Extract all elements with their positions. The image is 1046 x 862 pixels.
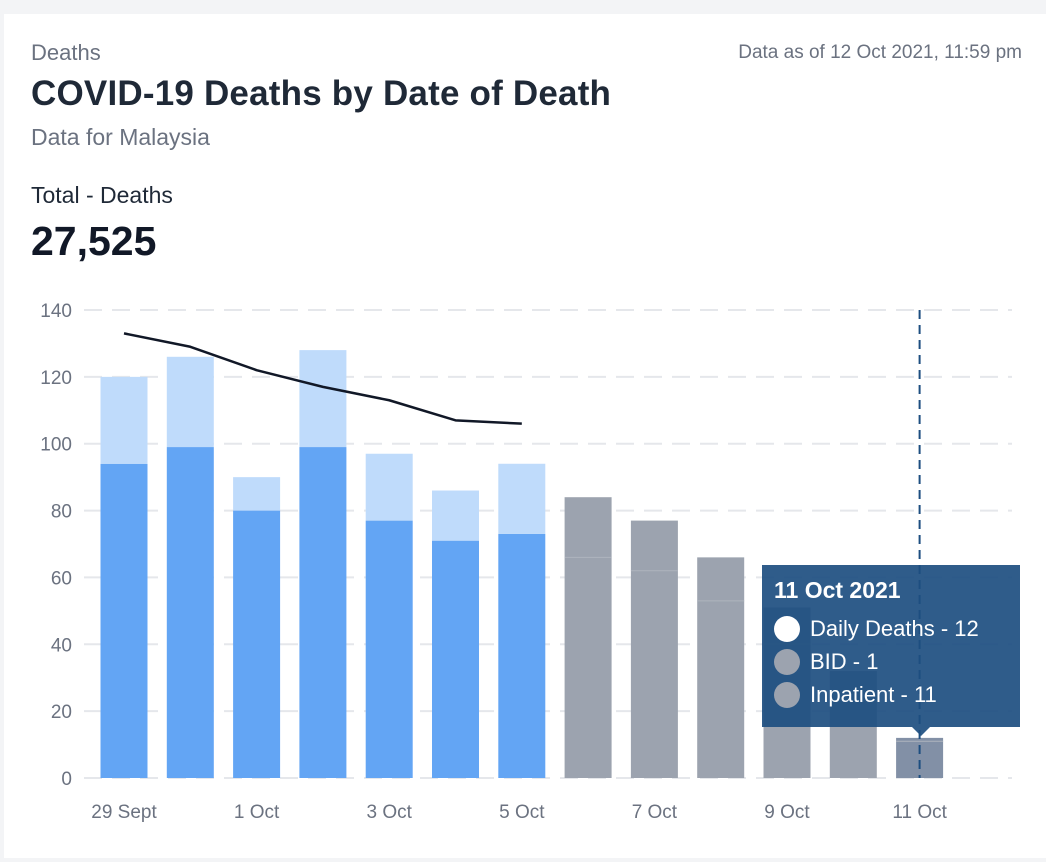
bar-inpatient [697, 600, 745, 778]
tooltip-bid: BID - 1 [810, 648, 879, 674]
tooltip-inpatient: Inpatient - 11 [810, 681, 937, 707]
bar-bid [100, 376, 148, 464]
bar-inpatient [100, 463, 148, 778]
card-category: Deaths [31, 40, 101, 65]
bar-bid [233, 477, 281, 511]
bar-inpatient [564, 557, 612, 778]
y-axis-ticks: 0 20 40 60 80 100 120 140 [40, 301, 72, 790]
y-tick-label: 40 [51, 635, 72, 656]
bar-bid [498, 463, 546, 534]
tooltip-title: 11 Oct 2021 [774, 577, 901, 603]
y-tick-label: 60 [51, 568, 72, 589]
x-tick-label: 1 Oct [234, 802, 280, 823]
legend-dot-icon [774, 681, 800, 708]
chart-subtitle: Data for Malaysia [31, 124, 210, 150]
x-tick-label: 7 Oct [632, 802, 678, 823]
legend-dot-icon [774, 615, 800, 642]
bar-bid [365, 453, 413, 521]
tooltip-daily-deaths: Daily Deaths - 12 [810, 615, 979, 641]
bar-inpatient [299, 447, 347, 778]
bar-inpatient [432, 540, 479, 778]
bar-bid [630, 520, 678, 571]
y-tick-label: 0 [61, 769, 72, 790]
bar-inpatient [166, 447, 214, 778]
tooltip-row-inpatient: Inpatient - 11 [774, 678, 1008, 711]
bar-inpatient [498, 533, 546, 778]
total-value: 27,525 [31, 218, 157, 264]
x-tick-label: 11 Oct [892, 802, 947, 823]
legend-dot-icon [774, 648, 800, 675]
x-tick-label: 9 Oct [764, 802, 810, 823]
x-tick-label: 5 Oct [499, 802, 545, 823]
tooltip-row-bid: BID - 1 [774, 645, 1008, 678]
bar-bid [564, 497, 612, 558]
bars [100, 350, 944, 778]
average-line-path [123, 332, 522, 425]
x-tick-label: 3 Oct [366, 802, 412, 823]
bar-bid [432, 490, 479, 541]
y-tick-label: 100 [40, 435, 72, 456]
bar-bid [166, 356, 214, 448]
tooltip-row-daily: Daily Deaths - 12 [774, 612, 1008, 645]
bar-bid [299, 350, 347, 448]
total-label: Total - Deaths [31, 182, 173, 208]
bar-bid [896, 737, 944, 742]
bar-inpatient [233, 510, 281, 778]
chart-title: COVID-19 Deaths by Date of Death [31, 74, 612, 113]
average-line [123, 332, 522, 425]
bar-inpatient [365, 520, 413, 778]
x-tick-label: 29 Sept [91, 802, 157, 823]
bar-bid [697, 557, 745, 601]
y-tick-label: 20 [51, 702, 72, 723]
y-tick-label: 120 [40, 368, 72, 389]
x-axis-ticks: 29 Sept 1 Oct 3 Oct 5 Oct 7 Oct 9 Oct 11 Oct [91, 802, 947, 823]
y-tick-label: 140 [40, 301, 72, 322]
bar-inpatient [630, 570, 678, 778]
data-timestamp: Data as of 12 Oct 2021, 11:59 pm [738, 42, 1022, 63]
chart-tooltip: 11 Oct 2021 Daily Deaths - 12 BID - 1 In… [762, 565, 1020, 736]
y-tick-label: 80 [51, 502, 72, 523]
